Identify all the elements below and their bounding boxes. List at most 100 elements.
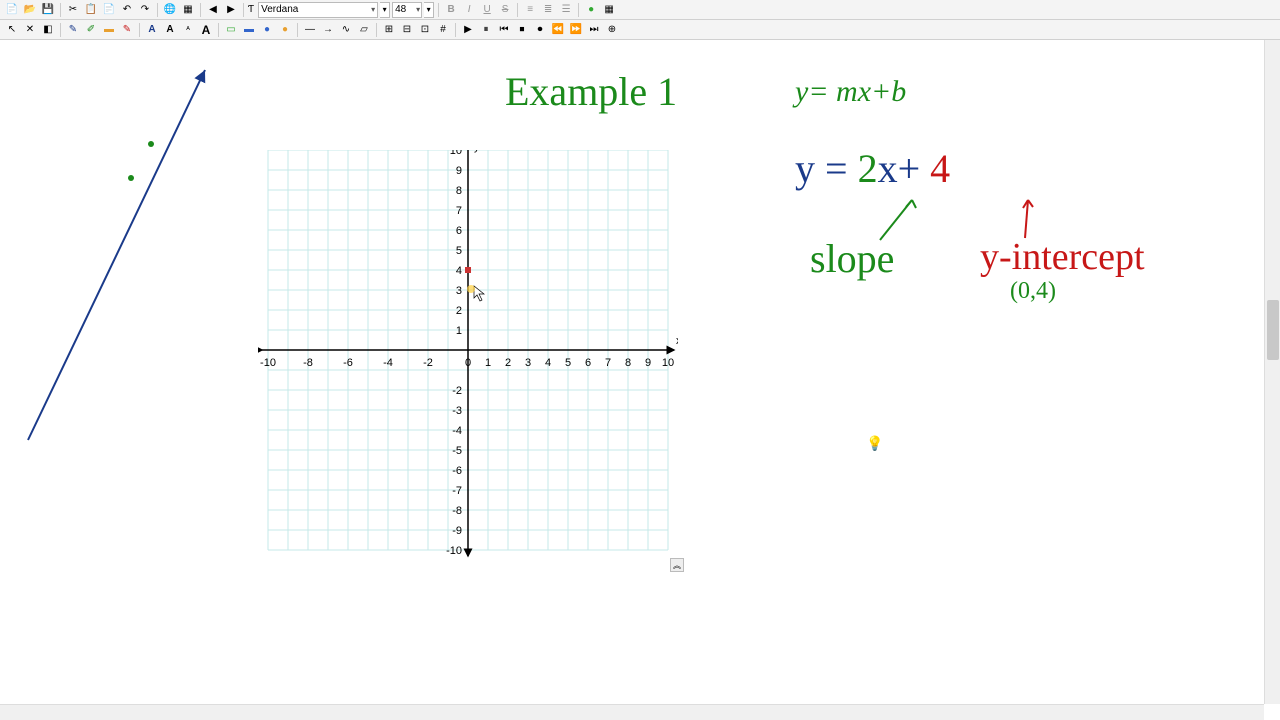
toolbar-tools: ↖ ✕ ◧ ✎ ✐ ▬ ✎ A A ᴬ A ▭ ▬ ● ● — → ∿ ▱ ⊞ … — [0, 20, 1280, 40]
text-tool-icon[interactable]: A — [144, 22, 160, 38]
svg-text:5: 5 — [565, 357, 571, 369]
svg-text:6: 6 — [456, 225, 462, 237]
rect-fill-icon[interactable]: ▬ — [241, 22, 257, 38]
separator — [438, 3, 439, 17]
svg-text:7: 7 — [456, 205, 462, 217]
separator — [139, 23, 140, 37]
var-y: y — [795, 146, 815, 191]
circle-blue-icon[interactable]: ● — [259, 22, 275, 38]
svg-text:-7: -7 — [452, 485, 462, 497]
separator — [455, 23, 456, 37]
stop-icon[interactable]: ⏹ — [514, 22, 530, 38]
separator — [243, 3, 244, 17]
grid-icon[interactable]: # — [435, 22, 451, 38]
font-size-select[interactable]: 48 — [392, 2, 422, 18]
svg-text:-2: -2 — [423, 357, 433, 369]
copy-icon[interactable]: 📋 — [83, 2, 99, 18]
prev-icon[interactable]: ⏮ — [496, 22, 512, 38]
svg-text:-6: -6 — [452, 465, 462, 477]
svg-text:-8: -8 — [303, 357, 313, 369]
pen-blue-icon[interactable]: ✎ — [65, 22, 81, 38]
paste-icon[interactable]: 📄 — [101, 2, 117, 18]
svg-text:-5: -5 — [452, 445, 462, 457]
save-icon[interactable]: 💾 — [40, 2, 56, 18]
step-icon[interactable]: ⏩ — [568, 22, 584, 38]
nav-forward-icon[interactable]: ▶ — [223, 2, 239, 18]
status-dot-icon[interactable]: ● — [583, 2, 599, 18]
horizontal-scrollbar[interactable] — [0, 704, 1264, 720]
shape-tool-icon[interactable]: ▱ — [356, 22, 372, 38]
align-bar-icon[interactable]: ☰ — [558, 2, 574, 18]
svg-text:-10: -10 — [260, 357, 276, 369]
redo-icon[interactable]: ↷ — [137, 2, 153, 18]
scroll-thumb[interactable] — [1267, 300, 1279, 360]
collapse-button[interactable]: ︽ — [670, 558, 684, 572]
font-family-select[interactable]: Verdana — [258, 2, 378, 18]
open-icon[interactable]: 📂 — [22, 2, 38, 18]
nav-back-icon[interactable]: ◀ — [205, 2, 221, 18]
small-text-icon[interactable]: ᴬ — [180, 22, 196, 38]
big-text-icon[interactable]: A — [198, 22, 214, 38]
vertical-scrollbar[interactable] — [1264, 40, 1280, 704]
play-icon[interactable]: ▶ — [460, 22, 476, 38]
curve-tool-icon[interactable]: ∿ — [338, 22, 354, 38]
separator — [578, 3, 579, 17]
svg-text:-10: -10 — [446, 545, 462, 557]
view-dropdown-icon[interactable]: ▦ — [180, 2, 196, 18]
svg-text:-2: -2 — [452, 385, 462, 397]
group2-icon[interactable]: ⊟ — [399, 22, 415, 38]
lightbulb-icon: 💡 — [866, 435, 883, 452]
svg-text:0: 0 — [465, 357, 471, 369]
rect-outline-icon[interactable]: ▭ — [223, 22, 239, 38]
new-icon[interactable]: 📄 — [4, 2, 20, 18]
svg-text:-6: -6 — [343, 357, 353, 369]
font-type-icon: Ƭ — [248, 4, 254, 15]
align-center-icon[interactable]: ≣ — [540, 2, 556, 18]
rewind-icon[interactable]: ⏪ — [550, 22, 566, 38]
svg-text:1: 1 — [485, 357, 491, 369]
group1-icon[interactable]: ⊞ — [381, 22, 397, 38]
svg-text:7: 7 — [605, 357, 611, 369]
pen-red-icon[interactable]: ✎ — [119, 22, 135, 38]
pointer-tool-icon[interactable]: ↖ — [4, 22, 20, 38]
separator — [517, 3, 518, 17]
font-size-dropdown-icon[interactable]: ▾ — [424, 2, 434, 18]
group3-icon[interactable]: ⊡ — [417, 22, 433, 38]
pause-icon[interactable]: ⏸ — [478, 22, 494, 38]
circle-orange-icon[interactable]: ● — [277, 22, 293, 38]
pen-green-icon[interactable]: ✐ — [83, 22, 99, 38]
svg-text:-4: -4 — [383, 357, 393, 369]
equals: = — [815, 146, 858, 191]
italic-button[interactable]: I — [461, 2, 477, 18]
web-icon[interactable]: 🌐 — [162, 2, 178, 18]
svg-text:1: 1 — [456, 325, 462, 337]
line-tool-icon[interactable]: — — [302, 22, 318, 38]
record-icon[interactable]: ⏺ — [532, 22, 548, 38]
svg-text:-3: -3 — [452, 405, 462, 417]
toolbar-main: 📄 📂 💾 ✂ 📋 📄 ↶ ↷ 🌐 ▦ ◀ ▶ Ƭ Verdana ▾ 48 ▾… — [0, 0, 1280, 20]
end-icon[interactable]: ⏭ — [586, 22, 602, 38]
highlighter-icon[interactable]: ▬ — [101, 22, 117, 38]
coordinate-graph: xy-10-8-6-4-201234567891012345678910-2-3… — [258, 150, 678, 570]
svg-text:9: 9 — [456, 165, 462, 177]
intercept-value: 4 — [930, 146, 950, 191]
bold-button[interactable]: B — [443, 2, 459, 18]
more-icon[interactable]: ⊕ — [604, 22, 620, 38]
whiteboard-canvas[interactable]: xy-10-8-6-4-201234567891012345678910-2-3… — [0, 40, 1264, 704]
plus: + — [898, 146, 931, 191]
arrow-tool-icon[interactable]: → — [320, 22, 336, 38]
svg-text:4: 4 — [545, 357, 551, 369]
eraser-tool-icon[interactable]: ◧ — [40, 22, 56, 38]
undo-icon[interactable]: ↶ — [119, 2, 135, 18]
separator — [157, 3, 158, 17]
y-intercept-coord: (0,4) — [1010, 278, 1056, 305]
align-left-icon[interactable]: ≡ — [522, 2, 538, 18]
text-tool2-icon[interactable]: A — [162, 22, 178, 38]
strike-button[interactable]: S — [497, 2, 513, 18]
layout-icon[interactable]: ▦ — [601, 2, 617, 18]
font-family-dropdown-icon[interactable]: ▾ — [380, 2, 390, 18]
delete-tool-icon[interactable]: ✕ — [22, 22, 38, 38]
svg-text:4: 4 — [456, 265, 462, 277]
cut-icon[interactable]: ✂ — [65, 2, 81, 18]
underline-button[interactable]: U — [479, 2, 495, 18]
